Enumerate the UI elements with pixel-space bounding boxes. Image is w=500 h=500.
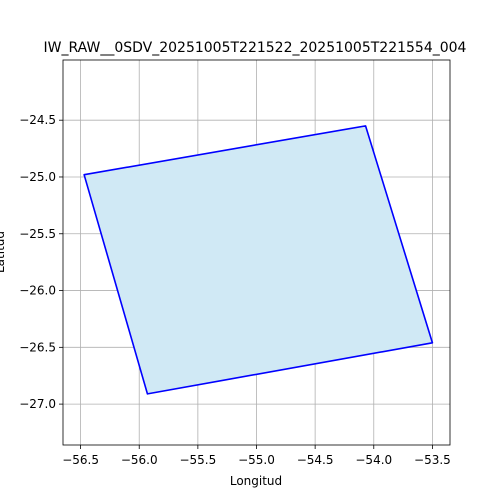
x-tick-label: −56.5 xyxy=(62,453,99,467)
x-tick-label: −55.0 xyxy=(238,453,275,467)
y-tick-label: −25.0 xyxy=(19,170,56,184)
y-tick-label: −26.0 xyxy=(19,284,56,298)
y-tick-label: −25.5 xyxy=(19,227,56,241)
y-tick-label: −27.0 xyxy=(19,397,56,411)
y-tick-label: −24.5 xyxy=(19,113,56,127)
x-tick-label: −54.0 xyxy=(355,453,392,467)
x-tick-label: −56.0 xyxy=(121,453,158,467)
y-tick-label: −26.5 xyxy=(19,340,56,354)
x-axis-label: Longitud xyxy=(230,474,282,488)
x-tick-label: −53.5 xyxy=(414,453,451,467)
x-axis: −56.5 −56.0 −55.5 −55.0 −54.5 −54.0 −53.5 xyxy=(62,445,451,467)
y-axis-label: Latitud xyxy=(0,231,7,273)
footprint-polygon xyxy=(83,125,434,395)
x-tick-label: −55.5 xyxy=(179,453,216,467)
x-tick-label: −54.5 xyxy=(297,453,334,467)
y-axis: −24.5 −25.0 −25.5 −26.0 −26.5 −27.0 xyxy=(19,113,63,411)
chart-title: IW_RAW__0SDV_20251005T221522_20251005T22… xyxy=(44,40,467,56)
